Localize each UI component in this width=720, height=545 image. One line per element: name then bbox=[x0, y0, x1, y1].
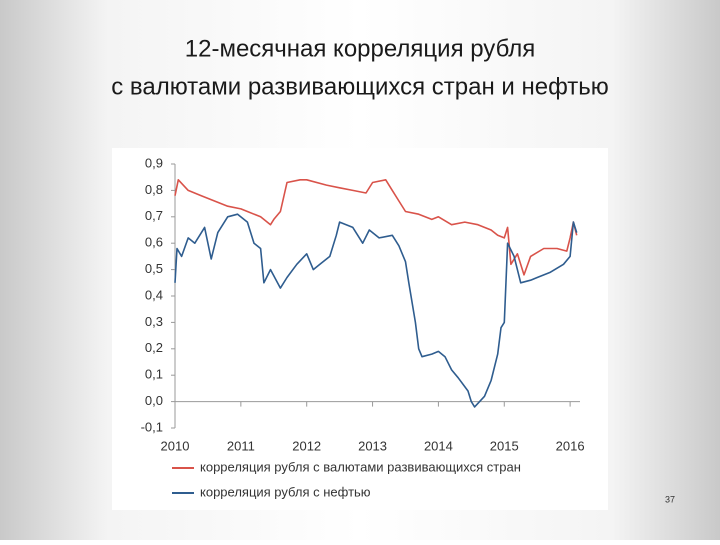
x-tick-label: 2011 bbox=[227, 438, 255, 453]
x-tick-label: 2014 bbox=[424, 438, 453, 453]
y-tick-label: 0,2 bbox=[145, 340, 163, 355]
y-tick-label: -0,1 bbox=[141, 419, 163, 434]
x-tick-label: 2015 bbox=[490, 438, 519, 453]
y-tick-label: 0,4 bbox=[145, 287, 163, 302]
legend-label: корреляция рубля с валютами развивающихс… bbox=[200, 459, 521, 474]
y-tick-label: 0,5 bbox=[145, 261, 163, 276]
page-number: 37 bbox=[665, 494, 675, 504]
title-line: с валютами развивающихся стран и нефтью bbox=[111, 73, 609, 100]
x-tick-label: 2012 bbox=[292, 438, 321, 453]
y-tick-label: 0,0 bbox=[145, 393, 163, 408]
series-line bbox=[174, 213, 578, 408]
chart-panel bbox=[112, 148, 608, 510]
y-tick-label: 0,3 bbox=[145, 314, 163, 329]
y-tick-label: 0,7 bbox=[145, 208, 163, 223]
title-line: 12-месячная корреляция рубля bbox=[185, 35, 536, 62]
y-tick-label: 0,8 bbox=[145, 182, 163, 197]
y-tick-label: 0,1 bbox=[145, 367, 163, 382]
x-tick-label: 2010 bbox=[161, 438, 190, 453]
x-tick-label: 2016 bbox=[556, 438, 585, 453]
x-tick-label: 2013 bbox=[358, 438, 387, 453]
series-line bbox=[174, 179, 578, 276]
y-tick-label: 0,6 bbox=[145, 235, 163, 250]
y-tick-label: 0,9 bbox=[145, 155, 163, 170]
legend-label: корреляция рубля с нефтью bbox=[200, 484, 371, 499]
